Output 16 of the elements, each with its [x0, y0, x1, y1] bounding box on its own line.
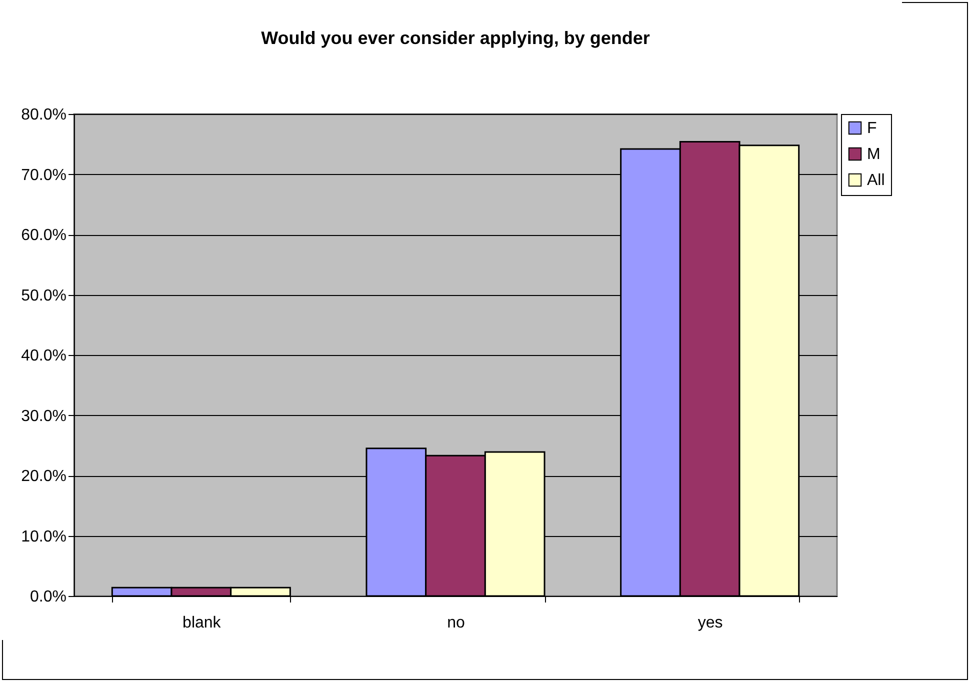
y-tick-label: 20.0% — [21, 468, 66, 485]
legend-label: M — [867, 146, 880, 163]
y-tick-label: 30.0% — [21, 408, 66, 425]
y-tick-label: 10.0% — [21, 528, 66, 546]
y-tick-label: 70.0% — [21, 166, 66, 184]
y-tick-label: 50.0% — [21, 287, 66, 304]
legend-label: All — [867, 172, 885, 189]
x-tick-label: no — [447, 614, 465, 632]
y-tick-label: 0.0% — [30, 588, 66, 606]
x-tick-label: blank — [182, 614, 222, 632]
chart-title: Would you ever consider applying, by gender — [261, 28, 650, 48]
y-tick-label: 40.0% — [21, 348, 66, 364]
y-tick-label: 60.0% — [21, 227, 66, 244]
y-tick-label: 80.0% — [21, 106, 66, 124]
legend-label: F — [867, 120, 877, 137]
x-tick-label: yes — [698, 614, 723, 632]
